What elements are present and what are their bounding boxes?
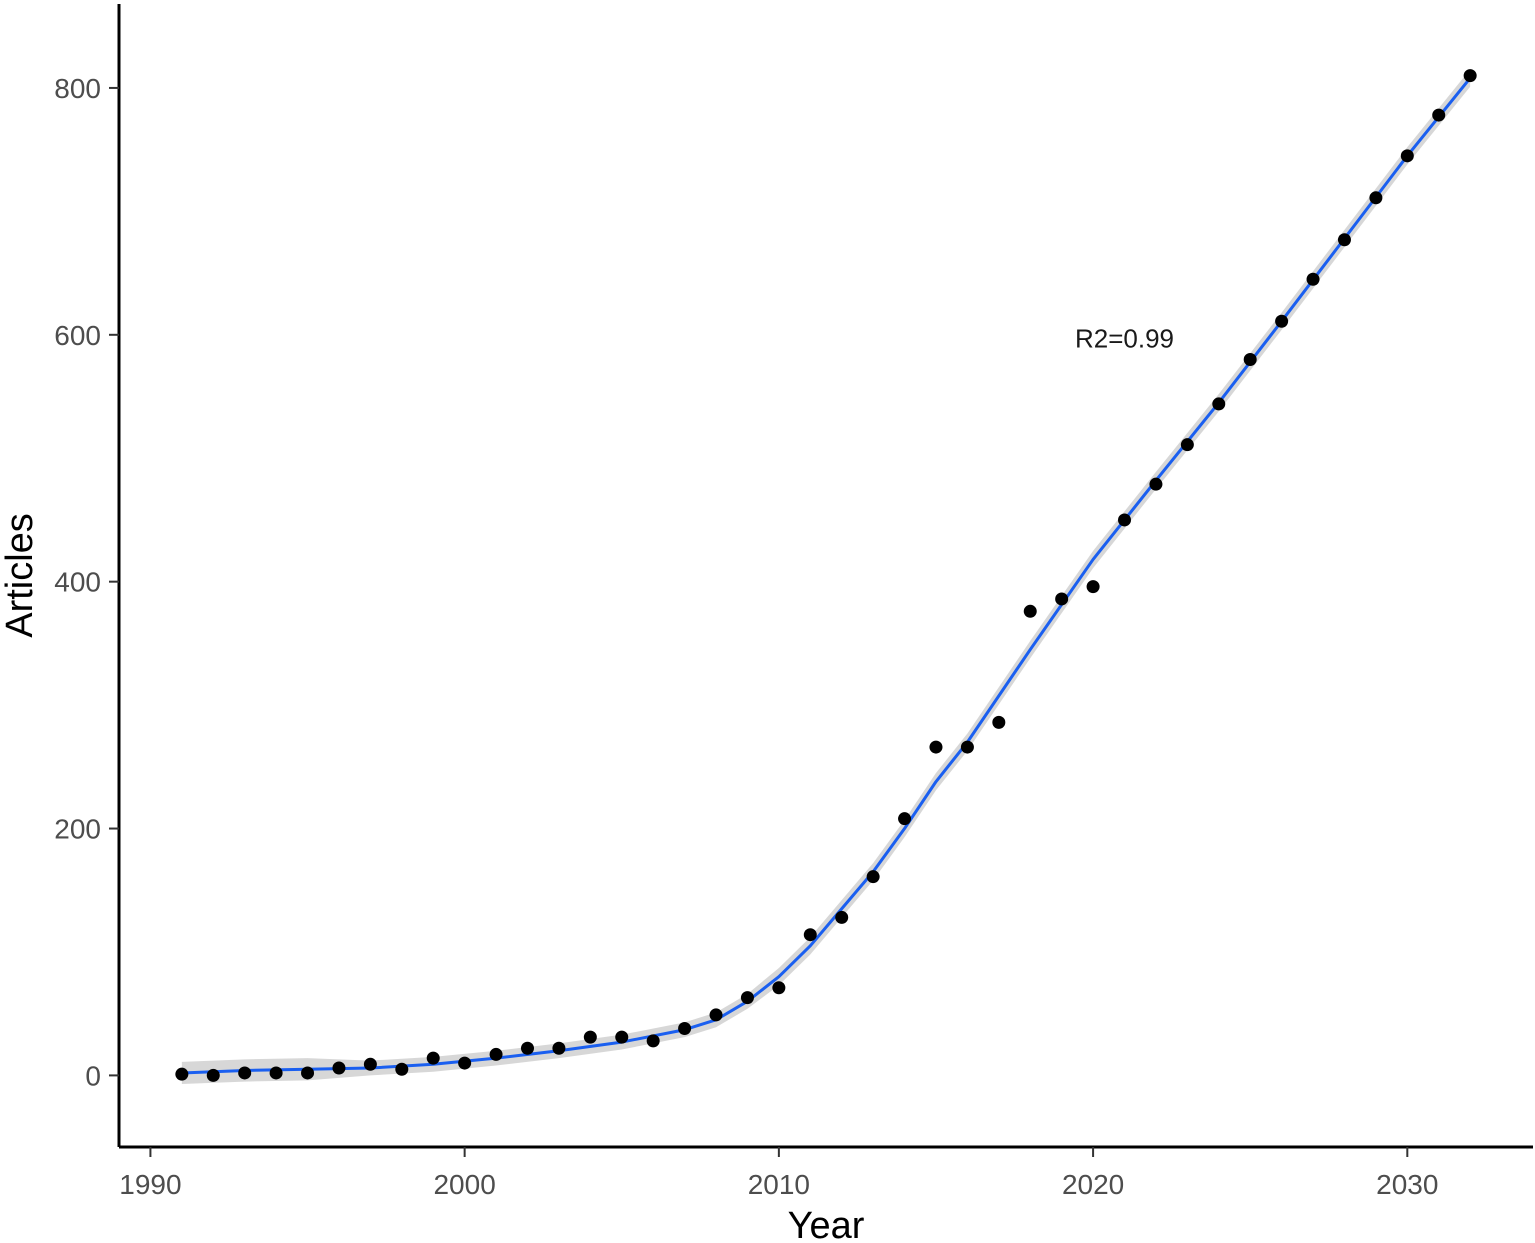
data-point [1243, 352, 1257, 366]
y-tick-label: 400 [54, 567, 101, 598]
data-point [1369, 191, 1383, 205]
data-point [960, 740, 974, 754]
x-tick-label: 2010 [748, 1169, 810, 1200]
data-point [1023, 604, 1037, 618]
data-point [1180, 438, 1194, 452]
ticks-layer: 1990 2000 2010 2020 2030 0 200 400 600 800 [54, 73, 1438, 1200]
data-point [1337, 233, 1351, 247]
confidence-band-layer [181, 69, 1471, 1085]
data-point [332, 1061, 346, 1075]
data-point [1463, 69, 1477, 83]
data-point [301, 1066, 315, 1080]
data-point [238, 1066, 252, 1080]
axes-layer [117, 4, 1533, 1149]
fit-line-layer [181, 77, 1472, 1075]
data-point [520, 1041, 534, 1055]
data-point [678, 1022, 692, 1036]
y-tick-label: 800 [54, 73, 101, 104]
data-point [1118, 513, 1132, 527]
data-point [898, 812, 912, 826]
y-tick-label: 200 [54, 814, 101, 845]
x-tick-label: 2000 [433, 1169, 495, 1200]
data-point [363, 1057, 377, 1071]
r-squared-annotation: R2=0.99 [1075, 323, 1174, 353]
data-point [740, 991, 754, 1005]
data-point [992, 715, 1006, 729]
data-point [866, 870, 880, 884]
data-point [1149, 477, 1163, 491]
data-point [489, 1047, 503, 1061]
data-point [458, 1056, 472, 1070]
data-point [583, 1030, 597, 1044]
data-point [269, 1066, 283, 1080]
data-point [1086, 580, 1100, 594]
data-point [1306, 272, 1320, 286]
confidence-band [181, 69, 1471, 1085]
data-point [646, 1034, 660, 1048]
x-axis-title: Year [788, 1205, 865, 1243]
data-point [709, 1008, 723, 1022]
y-tick-label: 0 [85, 1060, 101, 1091]
data-point [1212, 397, 1226, 411]
data-point [1432, 108, 1446, 122]
data-point [175, 1067, 189, 1081]
data-point [803, 928, 817, 942]
fit-line [181, 77, 1472, 1075]
y-tick-label: 600 [54, 320, 101, 351]
data-point [1275, 314, 1289, 328]
data-point [835, 910, 849, 924]
x-tick-label: 1990 [119, 1169, 181, 1200]
y-axis-title: Articles [0, 513, 41, 638]
data-point [395, 1062, 409, 1076]
data-point [1055, 592, 1069, 606]
x-tick-label: 2030 [1376, 1169, 1438, 1200]
data-point [552, 1041, 566, 1055]
data-point [772, 981, 786, 995]
data-point [929, 740, 943, 754]
x-tick-label: 2020 [1062, 1169, 1124, 1200]
data-point [1400, 149, 1414, 163]
data-point [426, 1051, 440, 1065]
data-point [615, 1030, 629, 1044]
data-points-layer [175, 69, 1477, 1082]
data-point [206, 1068, 220, 1082]
